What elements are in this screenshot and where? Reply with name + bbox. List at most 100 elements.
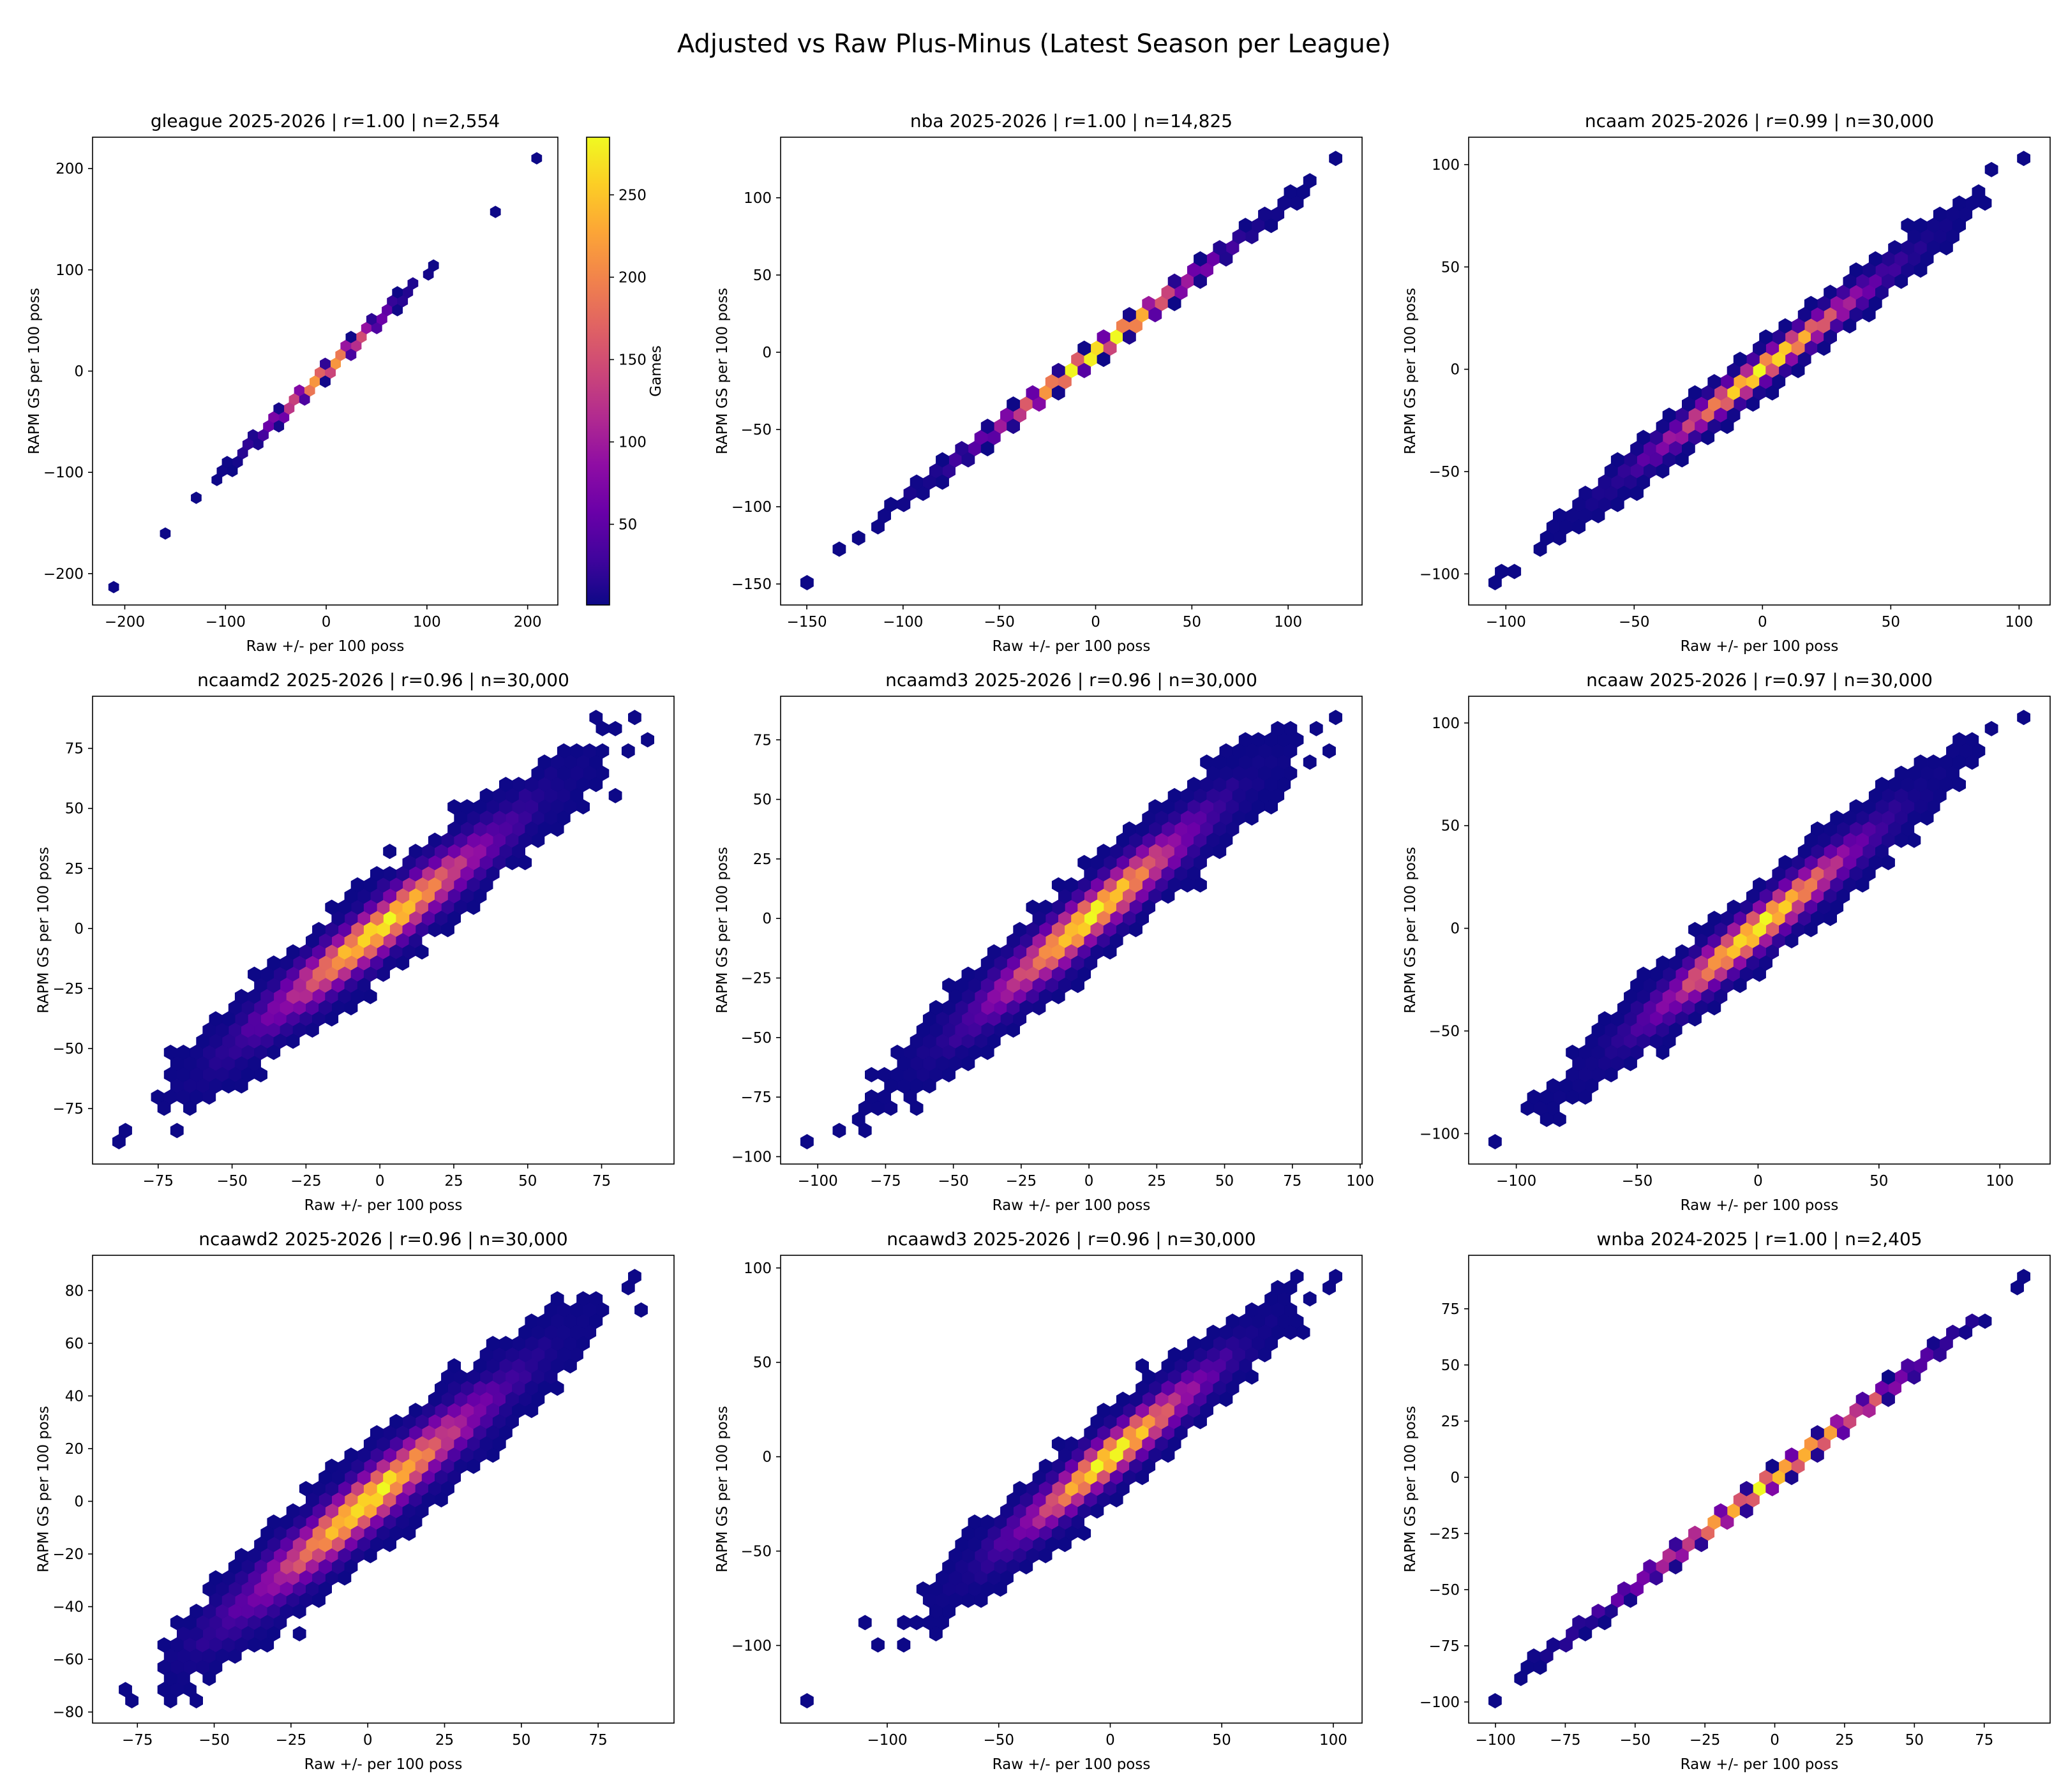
x-tick-label: 50: [1905, 1732, 1924, 1749]
hexbin-cell: [467, 1458, 481, 1474]
x-tick-label: 50: [1213, 1732, 1231, 1749]
y-tick-label: 50: [753, 267, 772, 284]
x-tick-label: −50: [1620, 1732, 1651, 1749]
hexbin-cell: [228, 1559, 242, 1575]
hexbin-cell: [871, 519, 885, 535]
hexbin-cell: [1065, 922, 1078, 937]
axes-frame: [780, 1255, 1363, 1724]
x-tick-label: 25: [444, 1173, 463, 1190]
hexbin-cell: [1804, 295, 1818, 311]
hexbin-cell: [1303, 173, 1317, 189]
hexbin-cell: [1959, 1324, 1973, 1340]
hexbin-cell: [1258, 206, 1271, 222]
y-tick-label: 50: [1441, 259, 1460, 276]
hexbin-cell: [2011, 1280, 2024, 1295]
x-tick-label: −75: [143, 1173, 174, 1190]
hexbin-cell: [641, 732, 654, 748]
hexbin-cell: [428, 1391, 442, 1407]
hexbin-cell: [1656, 1045, 1670, 1061]
hexbin-cell: [994, 1537, 1007, 1553]
hexbin-cell: [1817, 340, 1831, 356]
hexbin-cell: [1785, 933, 1799, 949]
hexbin-cell: [273, 402, 285, 415]
hexbin-cell: [202, 1089, 216, 1105]
y-tick-label: 50: [753, 1355, 772, 1371]
hexbin-cell: [1013, 922, 1027, 937]
hexbin-cell: [292, 1604, 306, 1620]
hexbin-cell: [1695, 955, 1708, 971]
hexbin-cell: [1624, 989, 1637, 1004]
x-tick-label: 100: [1986, 1173, 2014, 1190]
hexbin-cell: [1849, 844, 1863, 860]
subplot-title: ncaawd2 2025-2026 | r=0.96 | n=30,000: [199, 1228, 567, 1250]
hexbin-cell: [125, 1693, 139, 1709]
hexbin-cell: [621, 743, 635, 759]
y-tick-label: −25: [1428, 1526, 1460, 1542]
x-tick-label: 25: [435, 1732, 454, 1749]
x-tick-label: 75: [592, 1173, 611, 1190]
colorbar-label: Games: [648, 345, 664, 396]
hexbin-cell: [305, 1022, 319, 1038]
hexbin-cell: [1701, 429, 1715, 445]
hexbin-cell: [1123, 329, 1136, 345]
hexbin-cell: [851, 1112, 865, 1128]
hexbin-cell: [1219, 832, 1233, 848]
hexbin-cell: [248, 1548, 261, 1564]
x-tick-label: 75: [588, 1732, 607, 1749]
hexbin-cell: [537, 754, 551, 770]
hexbin-cell: [1258, 1347, 1271, 1363]
hexbin-cell: [1284, 1280, 1298, 1295]
x-axis-label: Raw +/- per 100 poss: [993, 1197, 1151, 1214]
hexbin-cell: [1051, 385, 1065, 401]
hexbin-cell: [1637, 429, 1651, 445]
hexbin-cell: [1019, 1559, 1033, 1575]
hexbin-cells: [1488, 710, 2030, 1150]
x-tick-label: 50: [518, 1173, 537, 1190]
hexbin-cell: [447, 1358, 461, 1374]
y-tick-label: −25: [740, 971, 772, 987]
hexbin-cell: [1123, 821, 1136, 837]
hexbin-cell: [1862, 307, 1876, 323]
hexbin-cell: [942, 1559, 955, 1575]
hexbin-cell: [1032, 911, 1046, 927]
hexbin-cell: [492, 1436, 506, 1452]
x-tick-label: −50: [984, 614, 1015, 631]
y-axis-label: RAPM GS per 100 poss: [36, 1406, 52, 1572]
hexbin-cell: [1914, 754, 1928, 770]
hexbin-cell: [1007, 396, 1020, 412]
x-tick-label: 0: [375, 1173, 385, 1190]
hexbin-cell: [490, 205, 501, 218]
hexbin-cell: [1610, 452, 1624, 468]
hexbin-cell: [1194, 1414, 1207, 1430]
hexbin-cell: [299, 1481, 313, 1497]
x-tick-label: 50: [1882, 614, 1900, 631]
y-axis-label: RAPM GS per 100 poss: [1402, 1406, 1419, 1572]
hexbin-cell: [383, 844, 397, 860]
hexbin-cell: [563, 799, 577, 815]
hexbin-cell: [428, 832, 442, 848]
hexbin-cell: [1051, 1436, 1065, 1452]
hexbin-cell: [1058, 1537, 1072, 1553]
hexbin-cell: [209, 1011, 223, 1027]
x-tick-label: −50: [1622, 1173, 1653, 1190]
y-tick-label: −50: [1428, 1582, 1460, 1599]
y-axis-label: RAPM GS per 100 poss: [714, 847, 731, 1013]
hexbin-cell: [1566, 1045, 1579, 1061]
hexbin-cell: [1077, 362, 1091, 378]
hexbin-cell: [1778, 855, 1792, 870]
hexbin-cell: [209, 1659, 223, 1675]
hexbin-cell: [1914, 262, 1928, 278]
y-tick-label: 0: [74, 364, 84, 380]
y-tick-label: −75: [1428, 1638, 1460, 1655]
hexbin-cell: [376, 313, 387, 325]
subplot-title: ncaamd3 2025-2026 | r=0.96 | n=30,000: [885, 669, 1257, 691]
hexbin-cell: [1598, 474, 1612, 490]
y-tick-label: −50: [1428, 1023, 1460, 1040]
subplot-0: −200 −100 0 100 200 −200 −100 0 100 200 gleague 20…: [26, 110, 664, 655]
hexbin-cell: [1733, 352, 1747, 368]
hexbin-cell: [570, 1324, 583, 1340]
hexbin-cell: [312, 1592, 326, 1608]
x-tick-label: −50: [216, 1173, 248, 1190]
hexbin-cell: [1296, 1324, 1310, 1340]
hexbin-cell: [871, 1100, 885, 1116]
